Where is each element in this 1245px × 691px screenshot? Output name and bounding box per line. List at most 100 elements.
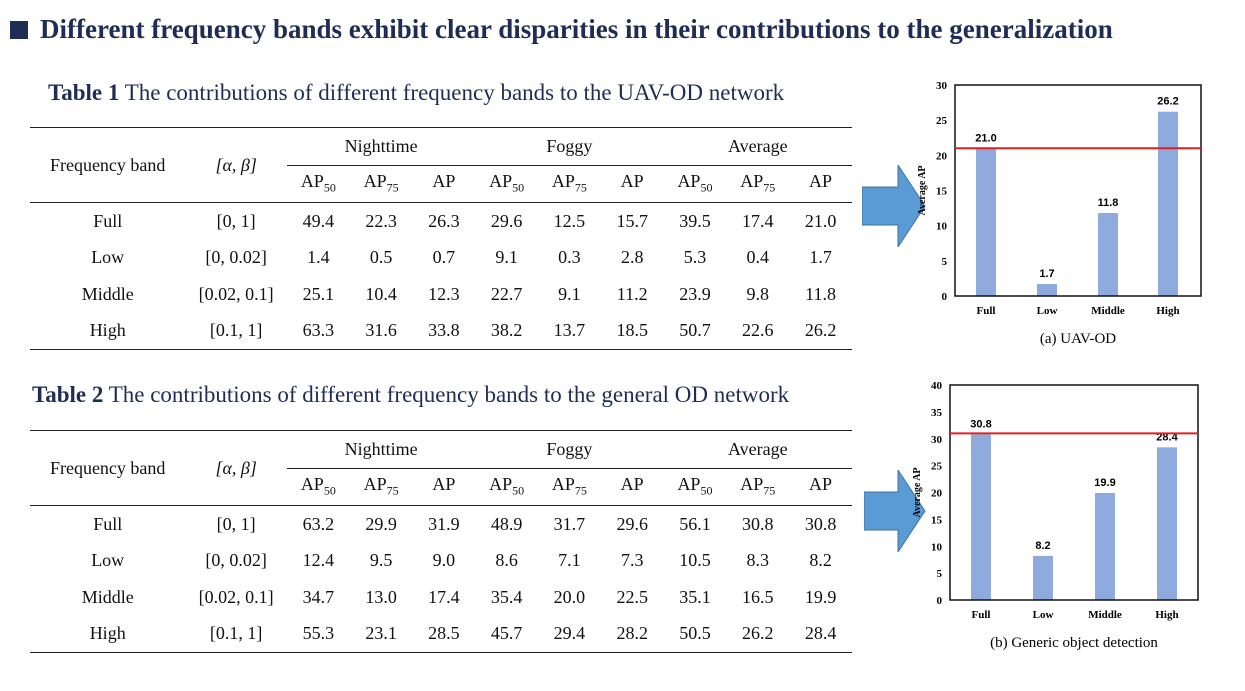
chart-uav-od: 0 5 10 15 20 25 30 21.0 Full 1.7 Low 11.8 Middle 26.2… bbox=[917, 80, 1202, 347]
y-axis-label: Average AP bbox=[912, 467, 923, 517]
table-2-caption: Table 2 The contributions of different f… bbox=[32, 382, 789, 408]
cell-value: 8.6 bbox=[495, 550, 518, 571]
header-metric: AP bbox=[789, 468, 852, 506]
cell-value: 20.0 bbox=[553, 586, 586, 607]
cell-value: 0.4 bbox=[746, 247, 769, 268]
cell-value: 55.3 bbox=[286, 615, 350, 653]
y-tick-label: 35 bbox=[931, 407, 943, 419]
cell-value: 29.6 bbox=[616, 513, 648, 534]
table-1-label: Table 1 bbox=[48, 80, 120, 105]
cell-value: 10.5 bbox=[679, 550, 711, 571]
cell-value: 9.0 bbox=[432, 550, 456, 571]
y-tick-label: 20 bbox=[931, 488, 943, 500]
y-tick-label: 10 bbox=[936, 221, 948, 233]
header-group: Foggy bbox=[475, 430, 664, 469]
cell-value: 50.7 bbox=[663, 312, 727, 350]
cell-value: 48.9 bbox=[490, 513, 523, 534]
cell-value: 11.8 bbox=[805, 283, 836, 304]
data-label: 8.2 bbox=[1035, 540, 1050, 552]
x-tick-label: Middle bbox=[1091, 305, 1125, 317]
header-metric: AP75 bbox=[726, 468, 790, 506]
cell-value: 31.6 bbox=[349, 312, 413, 350]
bar-middle bbox=[1098, 213, 1118, 296]
cell-value: 31.9 bbox=[428, 513, 460, 534]
table-1: Frequency band [α, β] Nighttime Foggy Averag… bbox=[30, 127, 852, 350]
cell-range: [0.1, 1] bbox=[185, 615, 287, 653]
cell-value: 8.3 bbox=[746, 550, 769, 571]
table-row: Low [0, 0.02] 1.4 0.5 0.7 9.1 0.3 2.8 5.3 0.4 1.7 bbox=[30, 240, 852, 277]
cell-value: 13.7 bbox=[538, 312, 601, 350]
header-group: Average bbox=[663, 430, 852, 469]
bar-middle bbox=[1095, 493, 1115, 600]
header-frequency-band: Frequency band bbox=[30, 430, 186, 506]
header-metric: AP bbox=[789, 165, 852, 203]
x-tick-label: Middle bbox=[1088, 609, 1122, 621]
cell-value: 23.1 bbox=[349, 615, 413, 653]
header-metric: AP50 bbox=[286, 165, 350, 203]
cell-range: [0.02, 0.1] bbox=[198, 283, 274, 304]
right-arrow-icon bbox=[864, 470, 926, 552]
cell-value: 2.8 bbox=[620, 247, 644, 268]
cell-value: 17.4 bbox=[741, 210, 774, 231]
table-row: Full [0, 1] 63.2 29.9 31.9 48.9 31.7 29.6 56.1 30… bbox=[30, 506, 852, 543]
x-tick-label: High bbox=[1155, 609, 1178, 621]
cell-value: 39.5 bbox=[679, 210, 711, 231]
y-tick-label: 15 bbox=[931, 514, 943, 526]
y-tick-label: 5 bbox=[937, 568, 943, 580]
cell-value: 23.9 bbox=[679, 283, 711, 304]
table-row: Low [0, 0.02] 12.4 9.5 9.0 8.6 7.1 7.3 10.5 8.3 8.… bbox=[30, 543, 852, 580]
data-label: 21.0 bbox=[975, 132, 996, 144]
cell-value: 31.7 bbox=[553, 513, 586, 534]
cell-value: 26.2 bbox=[726, 615, 790, 653]
cell-band: Middle bbox=[81, 283, 134, 304]
cell-value: 28.4 bbox=[789, 615, 852, 653]
table-2-label: Table 2 bbox=[32, 382, 104, 407]
x-tick-label: Full bbox=[972, 609, 991, 621]
cell-value: 12.3 bbox=[428, 283, 460, 304]
cell-value: 26.2 bbox=[789, 312, 852, 350]
cell-value: 29.4 bbox=[538, 615, 601, 653]
cell-value: 7.1 bbox=[558, 550, 581, 571]
cell-value: 13.0 bbox=[365, 586, 397, 607]
cell-range: [0, 1] bbox=[216, 210, 256, 231]
header-alpha-beta: [α, β] bbox=[185, 127, 287, 203]
cell-value: 33.8 bbox=[412, 312, 476, 350]
cell-value: 9.5 bbox=[369, 550, 393, 571]
cell-value: 0.3 bbox=[558, 247, 581, 268]
chart-caption: (a) UAV-OD bbox=[1040, 331, 1116, 347]
cell-value: 16.5 bbox=[741, 586, 774, 607]
table-row: High [0.1, 1] 55.3 23.1 28.5 45.7 29.4 28.2 50.5… bbox=[30, 615, 852, 653]
x-tick-label: Low bbox=[1033, 609, 1054, 621]
header-metric: AP50 bbox=[286, 468, 350, 506]
table-row: Middle [0.02, 0.1] 25.1 10.4 12.3 22.7 9.1 11.2… bbox=[30, 276, 852, 313]
cell-value: 8.2 bbox=[809, 550, 832, 571]
square-bullet-icon bbox=[10, 20, 28, 39]
header-group: Average bbox=[663, 127, 852, 166]
bar-high bbox=[1157, 447, 1177, 600]
cell-value: 28.5 bbox=[412, 615, 476, 653]
cell-band: Low bbox=[91, 247, 125, 268]
bar-full bbox=[976, 148, 996, 296]
header-metric: AP75 bbox=[538, 468, 601, 506]
header-metric: AP bbox=[600, 165, 664, 203]
cell-value: 17.4 bbox=[428, 586, 460, 607]
table-1-caption: Table 1 The contributions of different f… bbox=[48, 80, 784, 106]
cell-value: 50.5 bbox=[663, 615, 727, 653]
cell-value: 7.3 bbox=[620, 550, 644, 571]
cell-value: 22.5 bbox=[616, 586, 648, 607]
y-tick-label: 25 bbox=[936, 115, 948, 127]
cell-value: 30.8 bbox=[804, 513, 837, 534]
right-arrow-icon bbox=[862, 165, 926, 247]
header-metric: AP bbox=[412, 468, 476, 506]
x-tick-label: High bbox=[1156, 305, 1179, 317]
y-tick-label: 5 bbox=[942, 256, 948, 268]
cell-value: 9.1 bbox=[495, 247, 518, 268]
bar-full bbox=[971, 434, 991, 600]
data-label: 30.8 bbox=[970, 418, 991, 430]
table-row: Full [0, 1] 49.4 22.3 26.3 29.6 12.5 15.7 39.5 17… bbox=[30, 203, 852, 240]
data-label: 19.9 bbox=[1094, 477, 1115, 489]
cell-value: 1.4 bbox=[307, 247, 330, 268]
cell-value: 21.0 bbox=[804, 210, 837, 231]
cell-value: 34.7 bbox=[302, 586, 335, 607]
